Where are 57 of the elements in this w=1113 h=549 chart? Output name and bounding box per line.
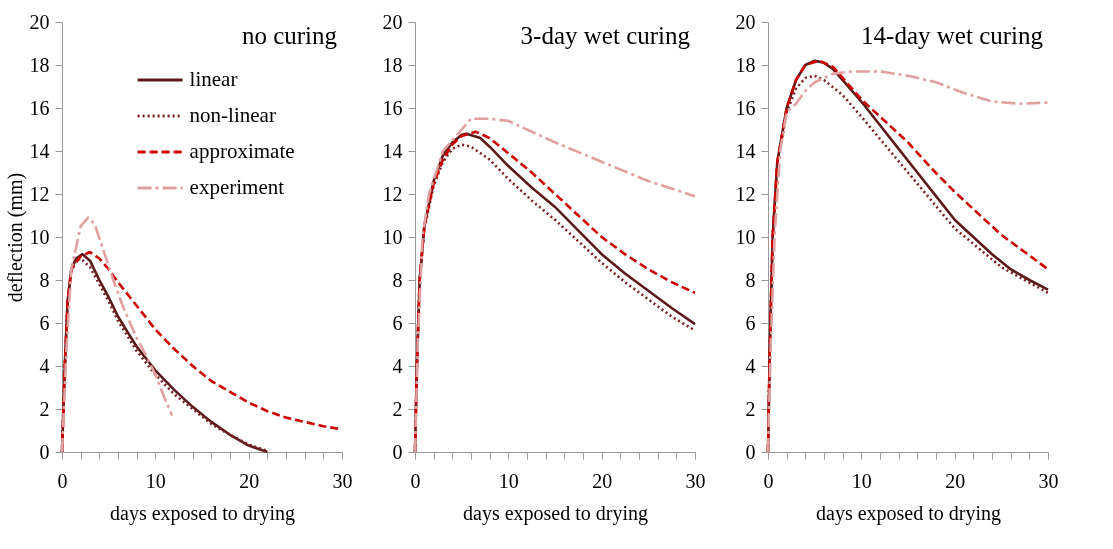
y-tick-label: 20	[382, 10, 403, 33]
y-tick-label: 8	[39, 268, 50, 291]
legend-label: non-linear	[189, 103, 276, 127]
y-tick-label: 16	[382, 96, 403, 119]
y-tick-label: 4	[39, 354, 50, 377]
y-tick-label: 8	[392, 268, 403, 291]
x-tick-label: 10	[851, 469, 872, 492]
y-tick-label: 6	[392, 311, 403, 334]
x-tick-label: 30	[685, 469, 706, 492]
chart-title: 3-day wet curing	[520, 22, 691, 49]
legend-label: linear	[189, 67, 238, 91]
x-tick-label: 0	[410, 469, 421, 492]
y-tick-label: 18	[735, 53, 756, 76]
line-series	[60, 216, 174, 454]
y-tick-label: 16	[29, 96, 50, 119]
y-tick-label: 10	[382, 225, 403, 248]
y-tick-label: 18	[29, 53, 50, 76]
y-tick-label: 0	[392, 440, 403, 463]
y-tick-label: 14	[382, 139, 403, 162]
y-tick-label: 2	[745, 397, 756, 420]
y-tick-label: 12	[735, 182, 756, 205]
x-tick-label: 0	[763, 469, 774, 492]
x-tick-label: 20	[592, 469, 613, 492]
y-tick-label: 2	[392, 397, 403, 420]
y-tick-label: 4	[392, 354, 403, 377]
chart-title: 14-day wet curing	[861, 22, 1044, 49]
legend-label: experiment	[189, 175, 285, 199]
y-tick-label: 18	[382, 53, 403, 76]
y-tick-label: 10	[29, 225, 50, 248]
y-tick-label: 6	[39, 311, 50, 334]
y-tick-label: 14	[29, 139, 50, 162]
y-tick-label: 4	[745, 354, 756, 377]
x-tick-label: 10	[145, 469, 166, 492]
x-axis-title: days exposed to drying	[816, 501, 1001, 525]
y-tick-label: 8	[745, 268, 756, 291]
x-tick-label: 30	[1038, 469, 1059, 492]
y-axis-title: deflection (mm)	[3, 172, 27, 303]
x-axis-title: days exposed to drying	[110, 501, 295, 525]
x-axis-title: days exposed to drying	[463, 501, 648, 525]
x-tick-label: 10	[498, 469, 519, 492]
legend-label: approximate	[189, 139, 295, 163]
chart-title: no curing	[241, 22, 338, 49]
y-tick-label: 10	[735, 225, 756, 248]
y-tick-label: 0	[745, 440, 756, 463]
x-tick-label: 20	[239, 469, 260, 492]
y-tick-label: 6	[745, 311, 756, 334]
y-tick-label: 16	[735, 96, 756, 119]
y-tick-label: 14	[735, 139, 756, 162]
y-tick-label: 2	[39, 397, 50, 420]
y-tick-label: 20	[735, 10, 756, 33]
x-tick-label: 30	[332, 469, 353, 492]
y-tick-label: 0	[39, 440, 50, 463]
x-tick-label: 0	[57, 469, 68, 492]
y-tick-label: 12	[382, 182, 403, 205]
y-tick-label: 12	[29, 182, 50, 205]
x-tick-label: 20	[945, 469, 966, 492]
y-tick-label: 20	[29, 10, 50, 33]
